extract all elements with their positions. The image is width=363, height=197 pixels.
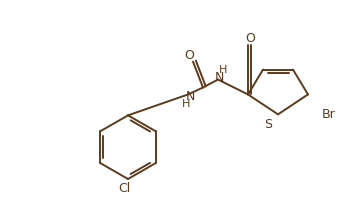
Text: Cl: Cl [118,182,130,195]
Text: S: S [264,118,272,131]
Text: N: N [214,71,224,84]
Text: Br: Br [322,108,336,121]
Text: H: H [182,99,190,109]
Text: H: H [219,65,227,75]
Text: N: N [185,90,195,103]
Text: O: O [184,49,194,62]
Text: O: O [245,32,255,45]
